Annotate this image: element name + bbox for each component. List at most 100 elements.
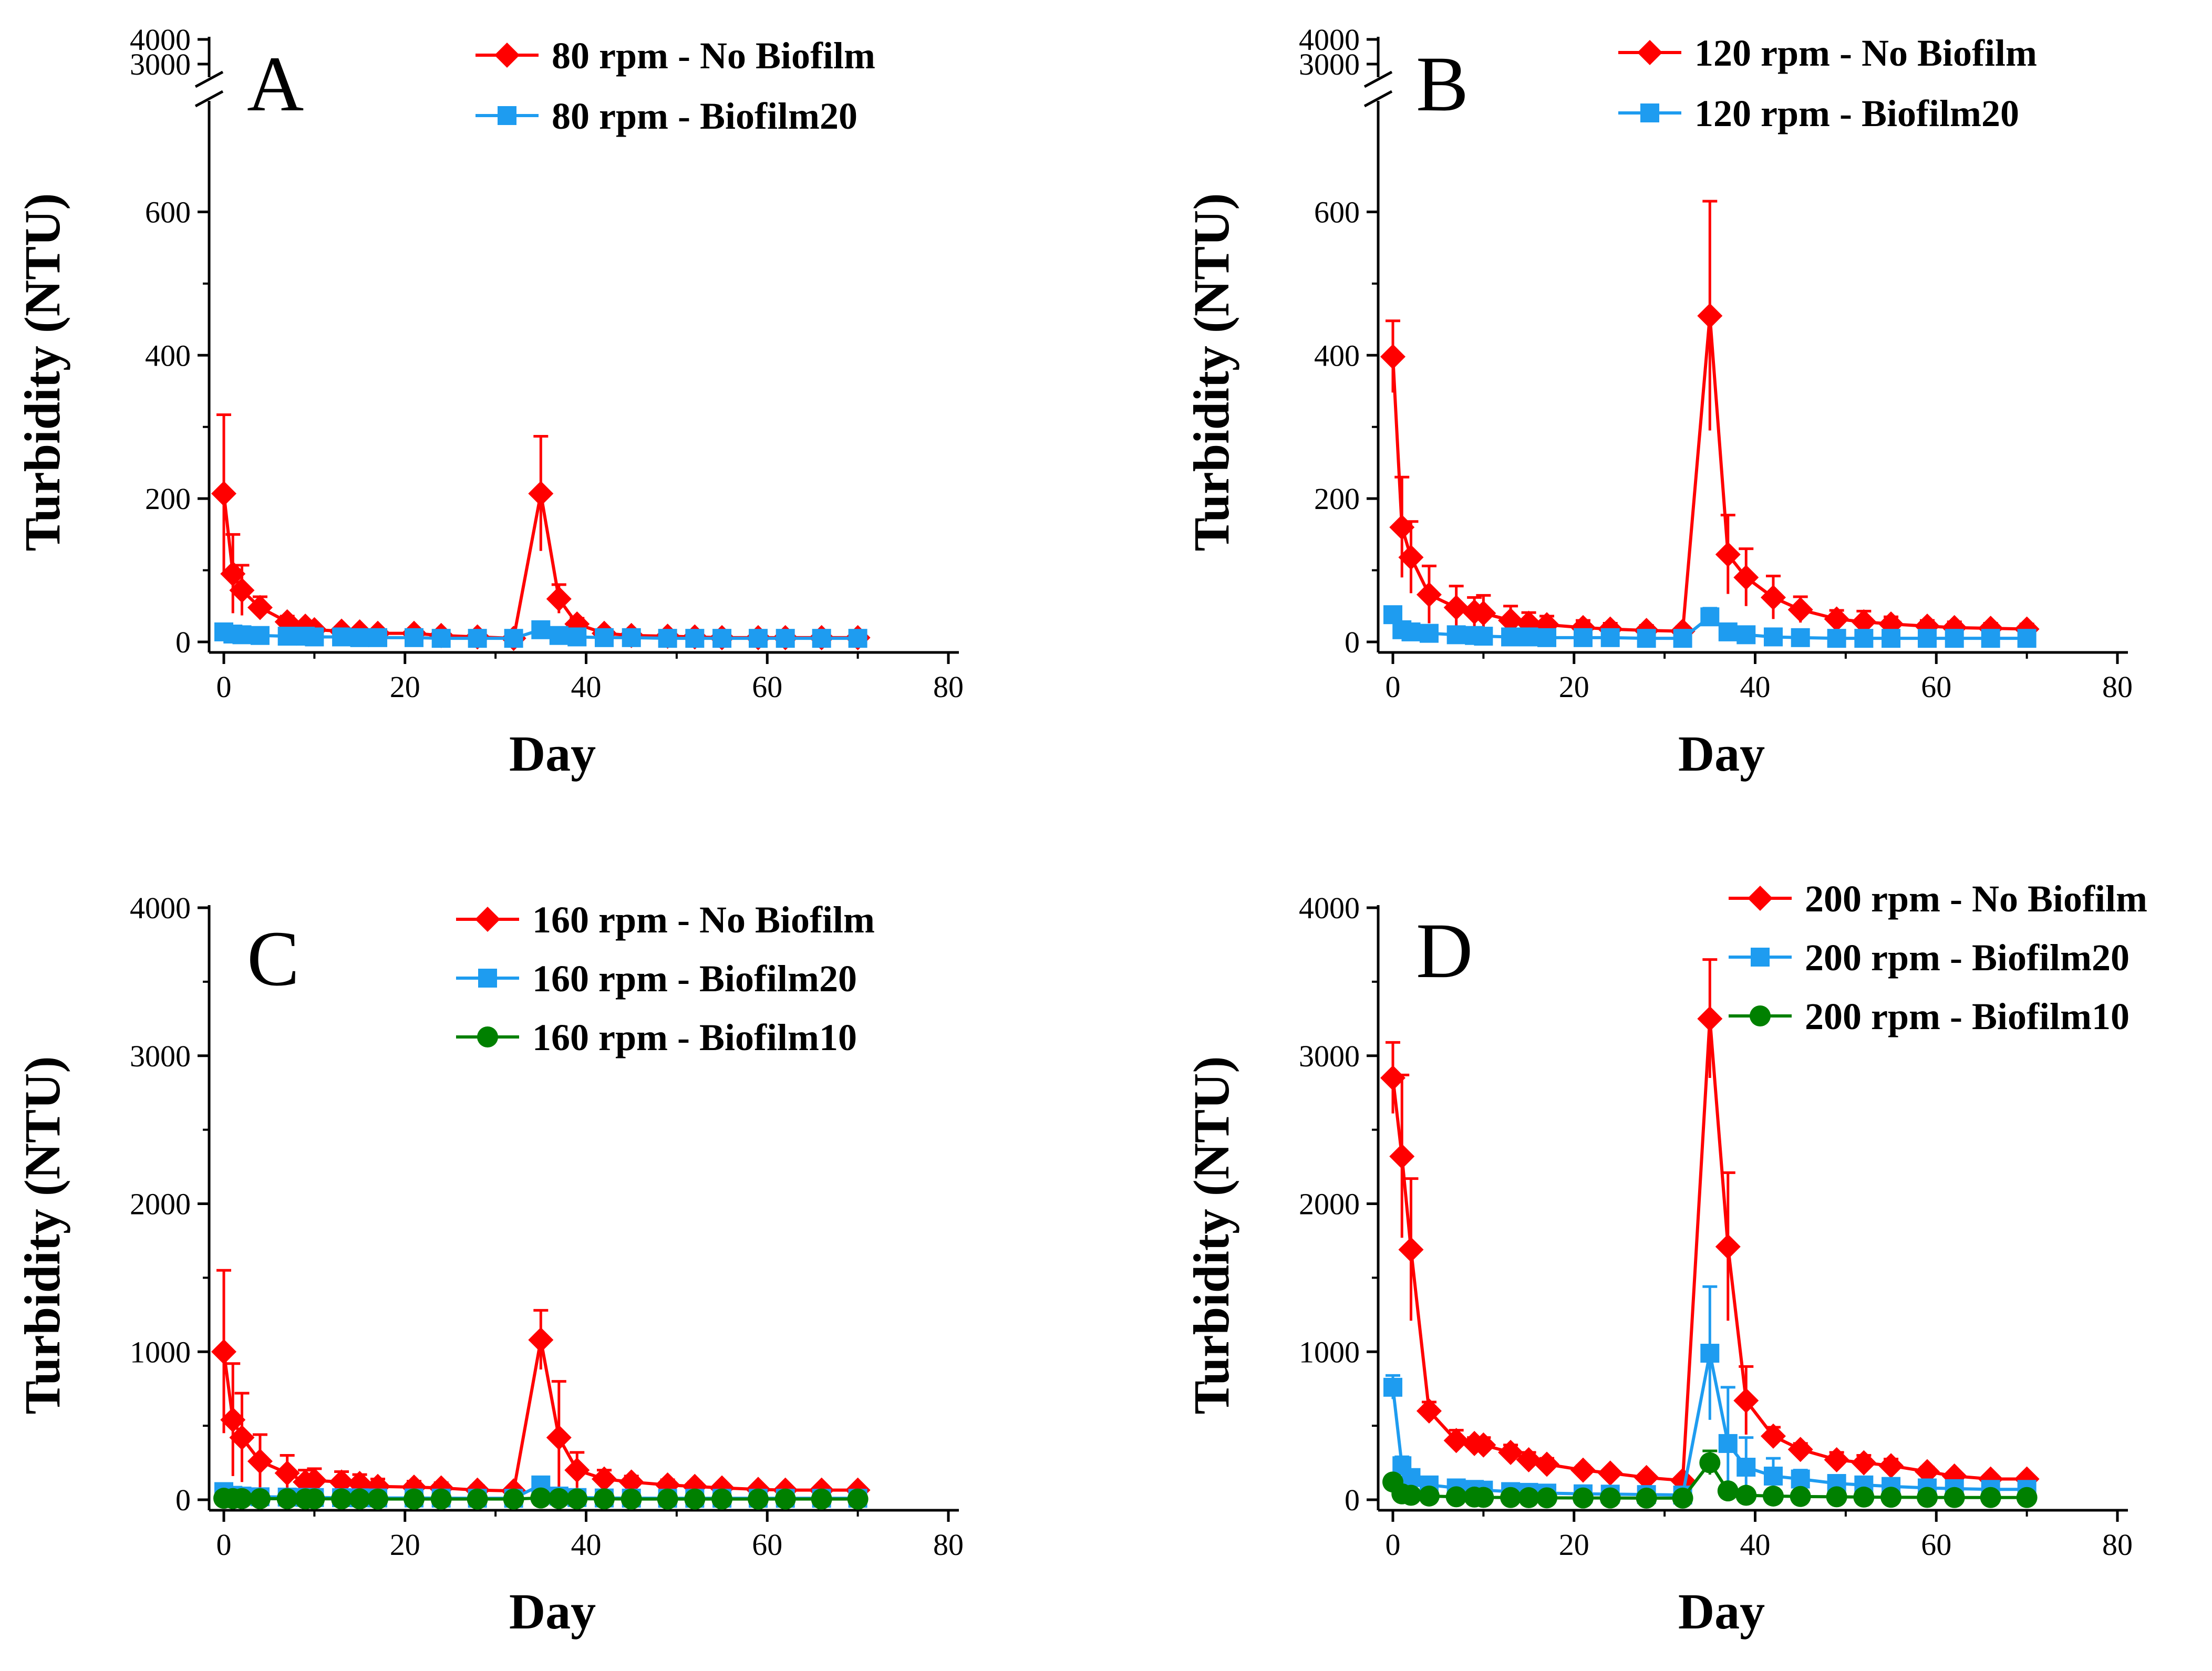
data-point: [1733, 1388, 1759, 1414]
data-point: [1471, 600, 1496, 626]
legend-marker: [1637, 40, 1662, 65]
data-point: [591, 1466, 617, 1492]
data-point: [1736, 1458, 1756, 1477]
data-point: [684, 1488, 706, 1510]
data-point: [1398, 545, 1424, 570]
x-axis-title: Day: [1678, 1583, 1765, 1639]
legend-marker: [498, 106, 516, 125]
data-point: [530, 1487, 552, 1509]
data-point: [249, 1488, 271, 1510]
data-point: [305, 627, 324, 647]
data-point: [1853, 1486, 1875, 1508]
x-axis-title: Day: [1678, 725, 1765, 782]
y-tick-label: 2000: [130, 1187, 191, 1221]
data-point: [1473, 1487, 1494, 1508]
y-tick-label: 4000: [1299, 891, 1360, 925]
x-tick-label: 0: [1386, 670, 1401, 704]
data-point: [812, 629, 831, 648]
data-point: [1851, 609, 1877, 635]
data-point: [546, 1425, 572, 1450]
data-point: [211, 1339, 236, 1365]
data-point: [621, 1488, 642, 1510]
data-point: [1718, 1434, 1738, 1453]
data-point: [1536, 1487, 1558, 1509]
legend-marker: [478, 969, 497, 988]
data-point: [1673, 629, 1692, 648]
data-point: [657, 1488, 678, 1510]
x-tick-label: 40: [1740, 1528, 1771, 1562]
legend-label: 80 rpm - No Biofilm: [552, 35, 875, 77]
y-tick-label: 200: [145, 482, 191, 516]
data-point: [467, 1488, 488, 1510]
data-point: [404, 628, 423, 647]
data-point: [1445, 1486, 1467, 1508]
y-tick-label: 600: [1314, 195, 1360, 229]
legend-label: 200 rpm - Biofilm20: [1805, 937, 2130, 979]
data-point: [1733, 565, 1759, 590]
data-point: [331, 1488, 353, 1510]
x-tick-label: 80: [2102, 670, 2133, 704]
y-tick-label: 3000: [1299, 1039, 1360, 1073]
y-tick-label: 4000: [130, 23, 191, 57]
y-tick-label: 3000: [1299, 47, 1360, 81]
data-point: [1880, 1487, 1902, 1508]
x-tick-label: 20: [390, 670, 420, 704]
panel-letter: C: [247, 915, 299, 1002]
data-point: [1637, 629, 1656, 648]
panel-letter: D: [1416, 907, 1473, 994]
series-2: [213, 1487, 869, 1510]
x-tick-label: 60: [752, 670, 782, 704]
y-tick-label: 3000: [130, 1039, 191, 1073]
panel-d: 0 20 40 60 80 0 1000 2000 3000 4000 Day Turbidity (…: [1183, 878, 2147, 1639]
data-point: [685, 629, 705, 648]
panel-letter: A: [247, 40, 304, 128]
data-point: [1826, 1486, 1847, 1508]
data-point: [302, 1468, 327, 1493]
data-point: [1827, 629, 1846, 648]
data-point: [811, 1488, 832, 1510]
data-point: [1824, 1447, 1849, 1472]
x-tick-label: 20: [1559, 1528, 1589, 1562]
data-point: [367, 1488, 389, 1510]
data-point: [1824, 606, 1849, 632]
data-point: [1763, 627, 1783, 647]
data-point: [211, 481, 236, 506]
x-tick-label: 0: [216, 670, 232, 704]
data-point: [1700, 607, 1720, 627]
x-tick-label: 80: [933, 1528, 964, 1562]
y-tick-label: 4000: [1299, 23, 1360, 57]
legend-marker: [1751, 948, 1770, 967]
data-point: [748, 1488, 769, 1510]
data-point: [229, 1425, 255, 1450]
x-tick-label: 40: [571, 1528, 602, 1562]
y-tick-label: 0: [1345, 625, 1360, 659]
data-point: [1418, 1485, 1440, 1507]
data-point: [250, 626, 270, 645]
data-point: [1500, 1487, 1522, 1508]
data-point: [229, 577, 255, 603]
data-point: [350, 628, 369, 647]
data-point: [503, 1488, 524, 1510]
data-point: [1416, 582, 1442, 607]
legend-label: 160 rpm - Biofilm10: [532, 1016, 857, 1058]
legend-entry: 120 rpm - No Biofilm: [1618, 32, 2037, 74]
y-tick-label: 400: [145, 338, 191, 372]
data-point: [1597, 1460, 1623, 1486]
data-point: [1474, 627, 1493, 646]
legend-label: 200 rpm - Biofilm10: [1805, 995, 2130, 1037]
data-point: [711, 1488, 733, 1510]
data-point: [1697, 303, 1723, 329]
data-point: [1498, 608, 1524, 634]
data-point: [1715, 542, 1741, 567]
data-point: [247, 595, 273, 620]
data-point: [1787, 597, 1813, 622]
data-point: [2017, 629, 2037, 648]
data-point: [848, 629, 867, 648]
legend-label: 160 rpm - Biofilm20: [532, 958, 857, 1000]
x-tick-label: 0: [1386, 1528, 1401, 1562]
data-point: [1980, 1487, 2001, 1508]
data-point: [332, 627, 352, 647]
data-point: [847, 1488, 869, 1510]
data-point: [468, 629, 487, 648]
